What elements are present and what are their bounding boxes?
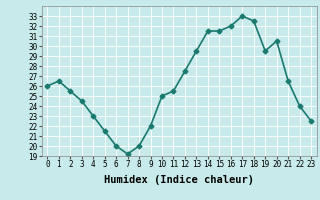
X-axis label: Humidex (Indice chaleur): Humidex (Indice chaleur) [104, 175, 254, 185]
